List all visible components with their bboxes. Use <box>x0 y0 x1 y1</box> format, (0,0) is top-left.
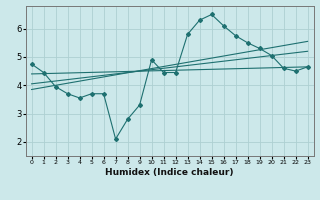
X-axis label: Humidex (Indice chaleur): Humidex (Indice chaleur) <box>105 168 234 177</box>
